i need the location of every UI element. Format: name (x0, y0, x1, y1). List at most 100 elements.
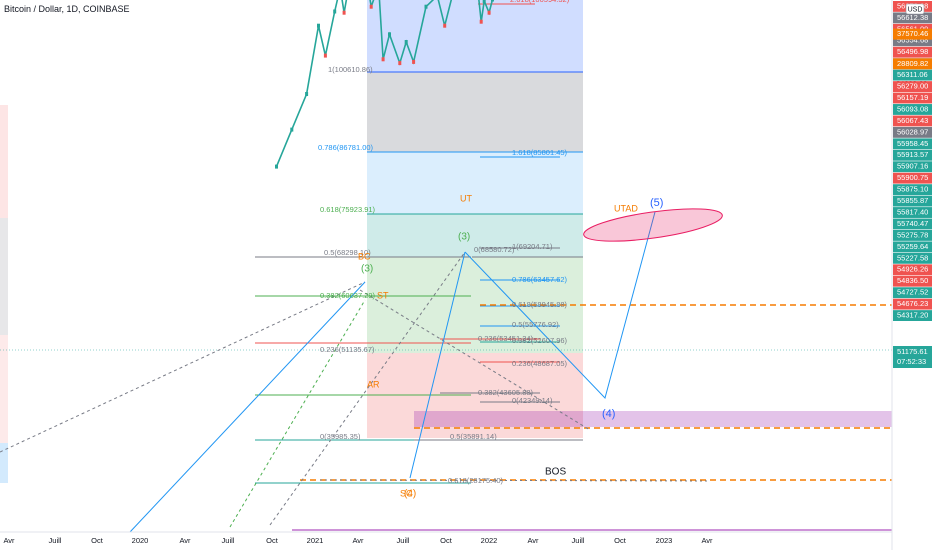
x-tick-label: Juill (572, 536, 585, 545)
annotation-label: UTAD (614, 203, 638, 213)
price-point (275, 164, 278, 169)
price-badge-label: 55913.57 (897, 150, 928, 159)
fib-label: 0.382(60637.29) (320, 291, 376, 300)
annotation-label: SC (400, 488, 413, 498)
symbol-title: Bitcoin / Dollar, 1D, COINBASE (4, 4, 130, 14)
x-tick-label: Oct (266, 536, 279, 545)
target-zone-lightblue (367, 152, 583, 214)
price-tag-label: 28809.82 (897, 59, 928, 68)
annotation-label: UT (460, 193, 472, 203)
price-badge (893, 230, 932, 241)
trend-dashed-4 (229, 299, 366, 528)
left-zone-red (0, 105, 8, 218)
price-badge (893, 298, 932, 310)
price-badge (893, 81, 932, 92)
price-badge (893, 92, 932, 104)
price-badge-label: 55227.58 (897, 253, 928, 262)
x-tick-label: Juill (222, 536, 235, 545)
x-tick-label: Oct (614, 536, 627, 545)
x-tick-label: 2022 (481, 536, 498, 545)
fib-label: 0.618(58945.88) (512, 300, 568, 309)
x-tick-label: Juill (49, 536, 62, 545)
utad-ellipse (583, 208, 723, 242)
x-tick-label: 2021 (307, 536, 324, 545)
price-badge (893, 104, 932, 115)
target-zone-gray (367, 72, 583, 152)
annotation-label: ST (377, 290, 389, 300)
price-tag (893, 58, 932, 70)
annotation-label: AR (367, 379, 380, 389)
price-badge-label: 55900.75 (897, 173, 928, 182)
price-badge-label: 55275.78 (897, 230, 928, 239)
price-badge (893, 275, 932, 287)
price-badge (893, 126, 932, 138)
fib-label: 1(69204.71) (512, 242, 553, 251)
price-tag-label: 37570.46 (897, 29, 928, 38)
price-badge-label: 56554.68 (897, 36, 928, 45)
price-badge-label: 55855.87 (897, 196, 928, 205)
currency-badge-label: USD (908, 6, 923, 13)
elliott-projection-line (464, 211, 656, 399)
annotation-label: BC (358, 251, 371, 261)
current-price-label: 51175.61 (897, 347, 928, 356)
price-badge (893, 252, 932, 264)
price-badge (893, 241, 932, 253)
price-badge-label: 55740.47 (897, 219, 928, 228)
price-point (388, 32, 391, 37)
price-badge (893, 35, 932, 47)
countdown-label: 07:52:33 (897, 357, 926, 366)
price-point (404, 40, 408, 44)
price-badge-label: 55817.40 (897, 207, 928, 216)
support-zone-purple (414, 411, 892, 427)
annotation-label: (5) (650, 197, 663, 209)
x-tick-label: Avr (352, 536, 364, 545)
x-tick-label: 2023 (656, 536, 673, 545)
price-badge (893, 138, 932, 150)
target-zone-teal (367, 214, 583, 257)
annotation-label: (4) (404, 489, 416, 500)
fib-label: 1.618(85801.45) (512, 148, 568, 157)
price-badge (893, 115, 932, 127)
price-point (487, 10, 491, 15)
x-tick-label: Avr (3, 536, 15, 545)
left-zone-pink (0, 335, 8, 443)
price-badge (893, 12, 932, 24)
price-tag (893, 28, 932, 40)
fib-label: 0.236(51135.67) (320, 345, 375, 354)
fib-label: 0.5(55776.92) (512, 320, 559, 329)
price-point (412, 59, 416, 64)
price-badge (893, 195, 932, 207)
price-badge-label: 55907.16 (897, 162, 928, 171)
annotation-label: BOS (545, 467, 566, 478)
annotation-label: (3) (458, 232, 470, 243)
price-badge-label: 54317.20 (897, 311, 928, 320)
x-tick-label: 2020 (132, 536, 149, 545)
price-badge-label: 56311.06 (897, 70, 928, 79)
bos-arrow-line (319, 479, 711, 482)
price-badge-label: 56496.98 (897, 47, 928, 56)
price-badge (893, 264, 932, 276)
fib-label: 0(42349.14) (512, 396, 553, 405)
price-badge (893, 46, 932, 58)
price-badge-label: 56093.08 (897, 104, 928, 113)
price-point (443, 23, 447, 28)
price-badge-label: 56279.00 (897, 82, 928, 91)
x-tick-label: Juill (397, 536, 410, 545)
price-badge-label: 56612.38 (897, 13, 928, 22)
price-badge (893, 69, 932, 81)
x-tick-label: Oct (440, 536, 453, 545)
trend-dashed-2 (269, 251, 466, 526)
price-badge-label: 56067.43 (897, 116, 928, 125)
fib-label: 0.5(35891.14) (450, 432, 497, 441)
price-point (290, 127, 294, 132)
price-point (333, 9, 337, 14)
price-badge-label: 54676.23 (897, 299, 928, 308)
price-badge (893, 310, 932, 321)
price-badge (893, 287, 932, 299)
x-tick-label: Avr (527, 536, 539, 545)
elliott-wave-line-1 (129, 281, 366, 533)
price-point (479, 19, 483, 24)
price-badge (893, 149, 932, 161)
price-badge (893, 218, 932, 230)
